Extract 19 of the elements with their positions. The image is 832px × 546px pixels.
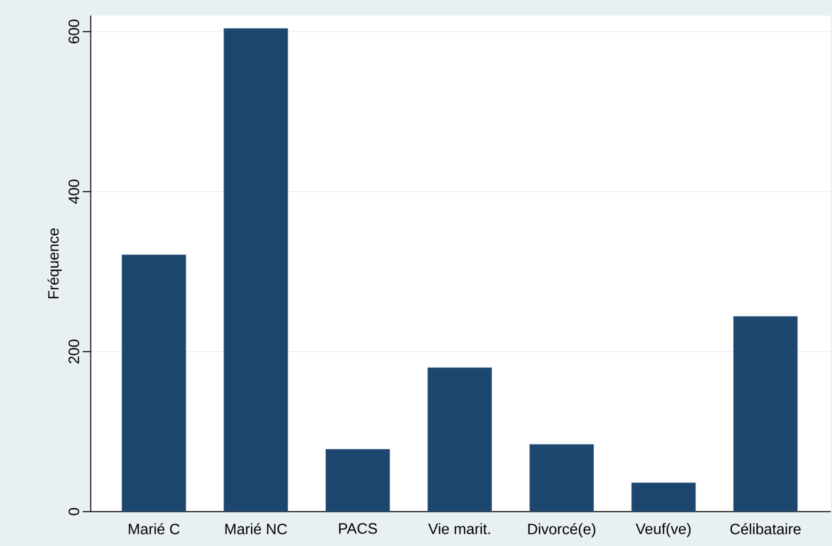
bar: [529, 444, 594, 512]
bar: [733, 316, 798, 512]
y-tick-label: 600: [68, 20, 80, 44]
bar: [326, 449, 390, 512]
y-axis-title: Fréquence: [48, 228, 62, 298]
x-tick-label: Célibataire: [730, 523, 801, 534]
y-tick-label: 400: [68, 180, 80, 204]
x-tick-label: PACS: [339, 523, 377, 534]
y-tick-label: 200: [68, 340, 80, 364]
x-tick-label: Marié C: [128, 523, 180, 534]
y-tick-label: 0: [68, 508, 80, 516]
x-tick-label: Marié NC: [225, 523, 287, 534]
bar: [224, 28, 288, 512]
x-tick-label: Vie marit.: [428, 523, 490, 534]
bar: [631, 482, 696, 512]
x-tick-label: Veuf(ve): [636, 523, 691, 538]
x-tick-label: Divorcé(e): [528, 523, 596, 538]
bar: [122, 254, 186, 512]
bar: [428, 367, 492, 512]
